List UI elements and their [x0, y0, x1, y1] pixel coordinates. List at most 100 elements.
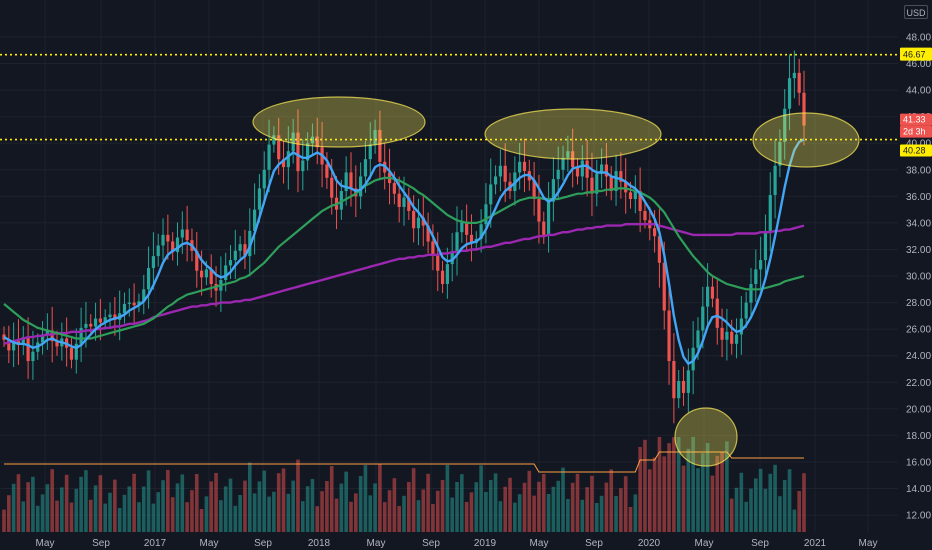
price-tick-label: 38.00: [906, 165, 931, 176]
volume-bar: [310, 479, 315, 532]
volume-bar: [397, 506, 401, 532]
candle-body: [609, 176, 613, 192]
volume-bar: [146, 470, 151, 532]
volume-bar: [556, 480, 561, 532]
candle-body: [257, 188, 262, 210]
candle-body: [633, 191, 637, 200]
candle-body: [50, 330, 54, 342]
candle-body: [484, 204, 488, 225]
candle-body: [522, 161, 527, 172]
volume-bar: [387, 490, 392, 532]
volume-bar: [276, 473, 281, 532]
volume-bar: [725, 441, 729, 532]
volume-bar: [488, 480, 493, 532]
candle-body: [359, 176, 363, 197]
volume-bar: [479, 465, 483, 532]
volume-bar: [204, 496, 209, 532]
volume-bar: [599, 495, 604, 532]
close-price-tag: 41.33: [903, 115, 926, 125]
volume-bar: [537, 481, 541, 532]
volume-bar: [69, 502, 74, 532]
candle-body: [286, 151, 290, 168]
volume-bar: [378, 463, 382, 532]
volume-bar: [60, 487, 64, 532]
volume-bar: [720, 451, 724, 532]
candle-body: [325, 164, 329, 178]
volume-bar: [2, 509, 6, 532]
volume-bar: [416, 500, 421, 532]
candle-body: [421, 217, 425, 226]
volume-bar: [88, 499, 93, 532]
volume-bar: [527, 470, 532, 532]
candle-body: [778, 141, 782, 166]
high-price-tag-bg: [900, 47, 932, 61]
candle-body: [339, 191, 343, 210]
volume-bar: [686, 448, 691, 532]
volume-bar: [281, 468, 286, 532]
candle-body: [243, 244, 247, 257]
volume-bar: [194, 474, 199, 532]
volume-bar: [122, 494, 127, 532]
volume-bar: [315, 506, 320, 532]
price-tags: 46.67 41.33 2d 3h 40.28: [900, 47, 932, 157]
candle-body: [489, 184, 493, 205]
candle-body: [103, 317, 107, 323]
volume-bar: [108, 492, 112, 532]
candle-body: [349, 172, 353, 189]
candle-body: [26, 337, 30, 362]
volume-bar: [421, 489, 426, 532]
candle-body: [532, 180, 536, 200]
candle-body: [653, 228, 657, 237]
candle-body: [291, 132, 295, 152]
candle-body: [677, 380, 681, 399]
candle-body: [204, 269, 209, 278]
candle-body: [759, 260, 763, 270]
price-tick-label: 44.00: [906, 86, 931, 97]
volume-bar: [219, 500, 223, 532]
candle-body: [31, 351, 35, 362]
candle-body: [407, 197, 411, 211]
candle-body: [199, 270, 204, 278]
volume-ma-line: [4, 451, 804, 473]
price-tick-label: 18.00: [906, 431, 931, 442]
ma-mid-line: [3, 176, 805, 340]
volume-bar: [368, 495, 373, 532]
price-tick-label: 34.00: [906, 218, 931, 229]
candle-body: [657, 236, 662, 263]
candle-body: [725, 331, 729, 340]
candle-body: [310, 136, 315, 144]
candle-body: [45, 330, 49, 335]
time-tick-label: May: [200, 538, 219, 549]
volume-bar: [782, 480, 787, 532]
candle-body: [580, 160, 584, 177]
volume-bar: [623, 476, 628, 532]
candle-body: [142, 289, 146, 302]
volume-bar: [585, 487, 589, 532]
volume-bar: [484, 492, 488, 532]
volume-bar: [797, 491, 801, 532]
time-tick-label: 2019: [474, 538, 497, 549]
volume-bar: [175, 483, 180, 532]
currency-badge[interactable]: USD: [904, 5, 928, 19]
candle-body: [281, 159, 286, 168]
volume-bar: [50, 469, 54, 532]
candle-body: [590, 177, 594, 194]
volume-bar: [21, 501, 26, 532]
volume-bar: [450, 497, 454, 532]
volume-bar: [662, 456, 667, 532]
volume-bar: [141, 486, 146, 532]
candle-body: [720, 327, 724, 340]
volume-bar: [522, 482, 527, 532]
candle-body: [108, 314, 112, 318]
candle-body: [122, 303, 127, 314]
price-tick-label: 16.00: [906, 457, 931, 468]
candle-body: [551, 179, 555, 202]
support-price-tag: 40.28: [903, 146, 926, 156]
volume-bar: [498, 501, 503, 532]
volume-bar: [614, 496, 618, 532]
candle-body: [79, 327, 83, 344]
volume-bar: [643, 439, 647, 532]
ma-fast-line: [3, 138, 805, 366]
price-tick-label: 30.00: [906, 272, 931, 283]
